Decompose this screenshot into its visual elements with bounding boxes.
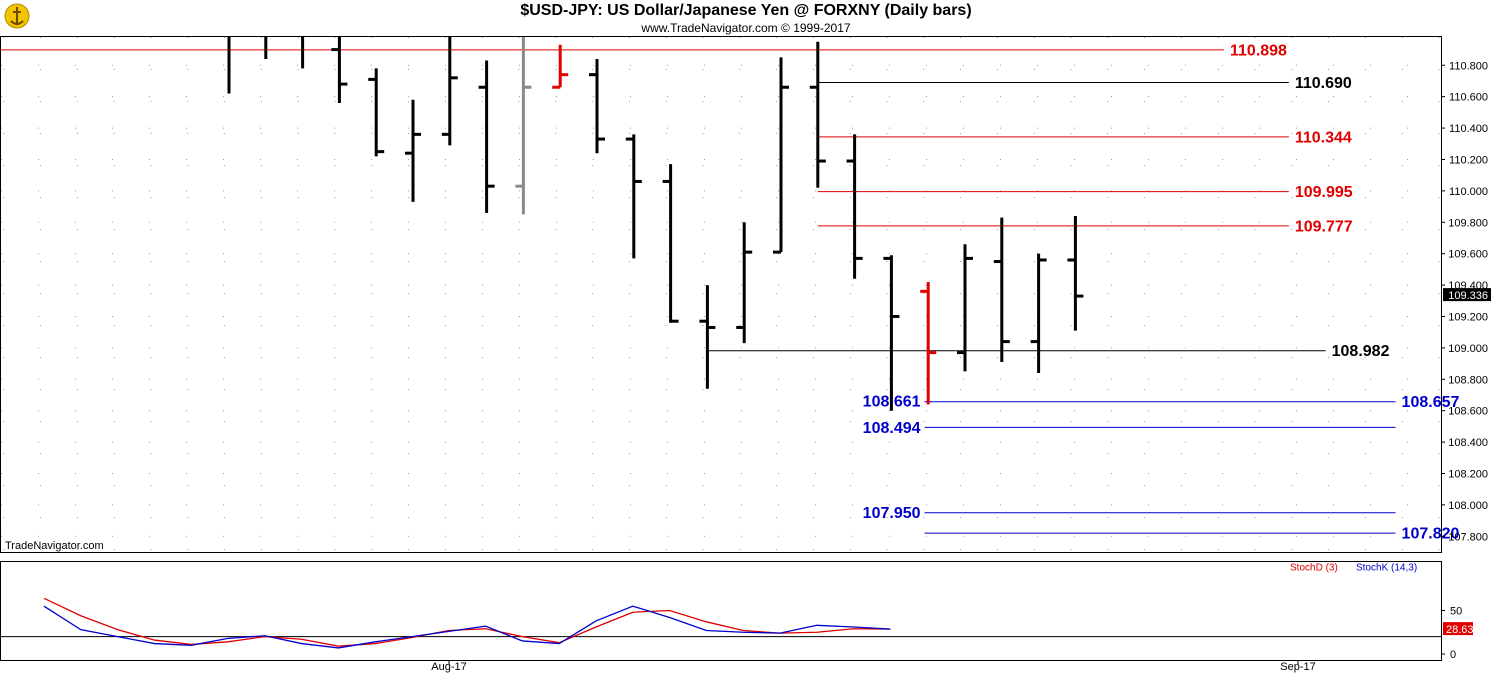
axis-tick-label: 108.800 xyxy=(1448,374,1488,386)
watermark-text: TradeNavigator.com xyxy=(5,540,104,552)
chart-subtitle: www.TradeNavigator.com © 1999-2017 xyxy=(641,21,851,35)
stoch-axis-tick-label: 50 xyxy=(1450,606,1462,618)
last-price-marker xyxy=(1443,288,1491,302)
panel-frames xyxy=(0,36,1442,661)
axis-tick-label: 110.800 xyxy=(1449,60,1488,72)
stochastic-panel: StochD (3) StochK (14,3) 50 0 28.63 xyxy=(1,562,1474,661)
axis-tick-label: 110.600 xyxy=(1449,92,1488,104)
level-label: 109.777 xyxy=(1295,218,1353,235)
last-stoch-marker xyxy=(1443,622,1473,636)
stoch-axis-tick-label: 0 xyxy=(1450,649,1456,661)
stoch-panel-frame xyxy=(0,561,1442,661)
level-label: 110.690 xyxy=(1295,75,1352,92)
axis-tick-label: 110.000 xyxy=(1449,186,1488,198)
last-stoch-label: 28.63 xyxy=(1446,624,1474,636)
axis-tick-label: 109.800 xyxy=(1448,217,1488,229)
last-price-label: 109.336 xyxy=(1448,290,1488,302)
axis-tick-label: 110.400 xyxy=(1449,123,1488,135)
axis-tick-label: 108.200 xyxy=(1448,468,1488,480)
gridlines xyxy=(1,37,1441,552)
x-axis-label: Sep-17 xyxy=(1280,661,1315,673)
axis-tick-label: 108.000 xyxy=(1448,500,1488,512)
stoch-legend-label: StochK (14,3) xyxy=(1356,562,1417,573)
trade-navigator-logo-icon xyxy=(4,3,30,34)
price-panel-frame xyxy=(0,36,1442,553)
level-label: 108.657 xyxy=(1402,394,1460,411)
axis-tick-label: 108.600 xyxy=(1448,406,1488,418)
level-label: 107.820 xyxy=(1402,526,1460,543)
axis-tick-label: 109.200 xyxy=(1448,311,1488,323)
x-axis-label: Aug-17 xyxy=(431,661,466,673)
level-label: 110.898 xyxy=(1230,42,1287,59)
axis-tick-label: 108.400 xyxy=(1448,437,1488,449)
price-axis: 110.800 110.600 110.400 110.200 110.000 109.8… xyxy=(431,60,1491,673)
stoch-legend-label: StochD (3) xyxy=(1290,562,1338,573)
level-label: 108.494 xyxy=(863,420,921,437)
stoch-series-line xyxy=(43,605,891,649)
level-label: 107.950 xyxy=(863,505,921,522)
level-lines: 110.898 110.690 110.344 109.995 109.777 108.9… xyxy=(1,42,1460,543)
axis-tick-label: 107.800 xyxy=(1448,531,1488,543)
level-label: 109.995 xyxy=(1295,184,1353,201)
price-bars xyxy=(227,37,1084,411)
level-label: 110.344 xyxy=(1295,129,1352,146)
chart-title: $USD-JPY: US Dollar/Japanese Yen @ FORXN… xyxy=(520,2,972,19)
axis-tick-label: 109.600 xyxy=(1448,249,1488,261)
stoch-series-line xyxy=(43,597,891,647)
level-label: 108.982 xyxy=(1332,343,1390,360)
axis-tick-label: 109.000 xyxy=(1448,343,1488,355)
axis-tick-label: 110.200 xyxy=(1449,154,1488,166)
